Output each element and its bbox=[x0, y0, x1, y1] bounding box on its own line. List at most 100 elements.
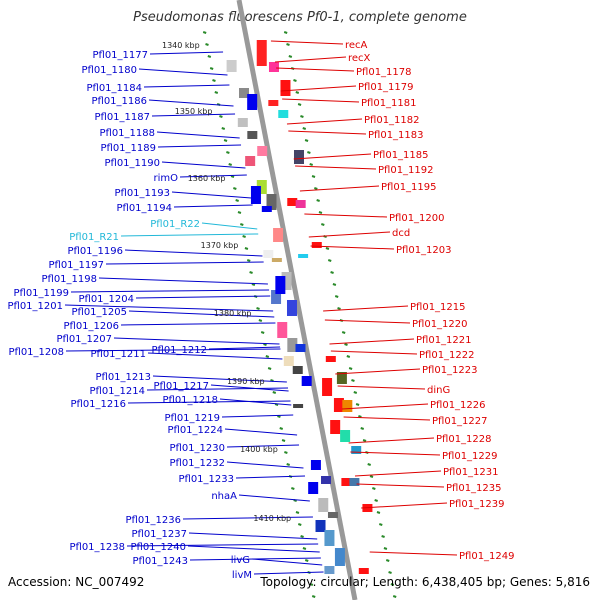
gene-feature-forward[interactable] bbox=[292, 366, 303, 374]
gene-label-right[interactable]: Pfl01_1203 bbox=[396, 245, 452, 256]
gene-label-right[interactable]: Pfl01_1229 bbox=[442, 451, 498, 462]
gene-feature-forward[interactable] bbox=[287, 338, 298, 352]
gene-feature-forward[interactable] bbox=[334, 548, 345, 566]
gene-feature-reverse[interactable] bbox=[268, 100, 279, 106]
gene-label-right[interactable]: Pfl01_1179 bbox=[358, 82, 414, 93]
gene-label-left[interactable]: Pfl01_1236 bbox=[125, 515, 181, 526]
gene-label-left[interactable]: Pfl01_1204 bbox=[78, 294, 134, 305]
gene-feature-reverse[interactable] bbox=[287, 198, 298, 206]
gene-label-left[interactable]: Pfl01_1233 bbox=[178, 474, 234, 485]
gene-label-left[interactable]: Pfl01_1217 bbox=[153, 381, 209, 392]
gene-feature-forward[interactable] bbox=[266, 194, 277, 210]
gene-feature-reverse[interactable] bbox=[311, 242, 322, 248]
gene-label-right[interactable]: Pfl01_1185 bbox=[373, 150, 429, 161]
gene-feature-reverse[interactable] bbox=[298, 254, 309, 258]
gene-label-left[interactable]: Pfl01_1232 bbox=[169, 458, 225, 469]
gene-feature-forward[interactable] bbox=[308, 482, 319, 494]
gene-label-right[interactable]: Pfl01_1215 bbox=[410, 302, 466, 313]
gene-label-left[interactable]: rimO bbox=[153, 173, 178, 184]
gene-feature-reverse[interactable] bbox=[325, 356, 336, 362]
gene-label-right[interactable]: Pfl01_1231 bbox=[443, 467, 499, 478]
gene-feature-forward[interactable] bbox=[301, 376, 312, 386]
gene-label-left[interactable]: Pfl01_1206 bbox=[63, 321, 119, 332]
gene-label-left[interactable]: livM bbox=[232, 570, 252, 581]
gene-feature-reverse[interactable] bbox=[293, 150, 304, 164]
gene-label-left[interactable]: Pfl01_1211 bbox=[90, 349, 146, 360]
gene-feature-reverse[interactable] bbox=[336, 372, 347, 384]
gene-feature-forward[interactable] bbox=[324, 530, 335, 546]
gene-feature-forward[interactable] bbox=[321, 476, 332, 484]
gene-label-right[interactable]: Pfl01_1220 bbox=[412, 319, 468, 330]
gene-feature-forward[interactable] bbox=[247, 131, 258, 139]
gene-label-left[interactable]: Pfl01_1201 bbox=[7, 301, 63, 312]
gene-label-left[interactable]: Pfl01_1188 bbox=[99, 128, 155, 139]
gene-label-left[interactable]: Pfl01_1238 bbox=[69, 542, 125, 553]
gene-feature-reverse[interactable] bbox=[358, 568, 369, 574]
gene-feature-forward[interactable] bbox=[310, 460, 321, 470]
gene-label-right[interactable]: Pfl01_1227 bbox=[432, 416, 488, 427]
gene-feature-reverse[interactable] bbox=[349, 478, 360, 486]
gene-label-right[interactable]: dinG bbox=[427, 385, 450, 396]
gene-label-right[interactable]: Pfl01_1195 bbox=[381, 182, 437, 193]
gene-label-left[interactable]: Pfl01_1189 bbox=[100, 143, 156, 154]
gene-label-right[interactable]: recA bbox=[345, 40, 368, 51]
gene-label-left[interactable]: Pfl01_1216 bbox=[70, 399, 126, 410]
gene-feature-reverse[interactable] bbox=[340, 430, 351, 442]
gene-feature-forward[interactable] bbox=[271, 290, 282, 304]
gene-feature-forward[interactable] bbox=[245, 156, 256, 166]
gene-feature-reverse[interactable] bbox=[342, 400, 353, 412]
gene-feature-forward[interactable] bbox=[226, 60, 237, 72]
gene-label-left[interactable]: nhaA bbox=[211, 491, 237, 502]
gene-feature-forward[interactable] bbox=[315, 520, 326, 532]
gene-label-left[interactable]: livG bbox=[231, 555, 250, 566]
gene-label-right[interactable]: Pfl01_1181 bbox=[361, 98, 417, 109]
gene-label-left[interactable]: Pfl01_1180 bbox=[81, 65, 137, 76]
gene-feature-forward[interactable] bbox=[286, 300, 297, 316]
gene-label-right[interactable]: Pfl01_1192 bbox=[378, 165, 434, 176]
gene-label-right[interactable]: Pfl01_1183 bbox=[368, 130, 424, 141]
gene-label-left[interactable]: Pfl01_1186 bbox=[91, 96, 147, 107]
gene-feature-forward[interactable] bbox=[256, 180, 267, 194]
gene-label-left[interactable]: Pfl01_R21 bbox=[69, 232, 119, 243]
gene-feature-forward[interactable] bbox=[273, 228, 284, 242]
gene-feature-forward[interactable] bbox=[263, 250, 274, 258]
gene-label-left[interactable]: Pfl01_1219 bbox=[164, 413, 220, 424]
gene-feature-reverse[interactable] bbox=[256, 40, 267, 66]
gene-label-right[interactable]: Pfl01_1226 bbox=[430, 400, 486, 411]
gene-label-right[interactable]: Pfl01_1182 bbox=[364, 115, 420, 126]
gene-label-left[interactable]: Pfl01_1243 bbox=[132, 556, 188, 567]
gene-label-right[interactable]: Pfl01_1223 bbox=[422, 365, 478, 376]
gene-label-right[interactable]: Pfl01_1228 bbox=[436, 434, 492, 445]
gene-feature-forward[interactable] bbox=[237, 118, 248, 127]
gene-label-left[interactable]: Pfl01_1177 bbox=[92, 50, 148, 61]
gene-label-right[interactable]: Pfl01_1239 bbox=[449, 499, 505, 510]
gene-label-right[interactable]: Pfl01_1200 bbox=[389, 213, 445, 224]
gene-feature-forward[interactable] bbox=[247, 94, 258, 110]
gene-label-left[interactable]: Pfl01_1190 bbox=[104, 158, 160, 169]
gene-label-left[interactable]: Pfl01_1240 bbox=[130, 542, 186, 553]
gene-label-right[interactable]: Pfl01_1235 bbox=[446, 483, 502, 494]
gene-label-left[interactable]: Pfl01_1230 bbox=[169, 443, 225, 454]
gene-label-left[interactable]: Pfl01_1213 bbox=[95, 372, 151, 383]
gene-label-left[interactable]: Pfl01_1187 bbox=[94, 112, 150, 123]
gene-label-right[interactable]: Pfl01_1249 bbox=[459, 551, 515, 562]
gene-label-left[interactable]: Pfl01_1199 bbox=[13, 288, 69, 299]
gene-label-left[interactable]: Pfl01_1207 bbox=[56, 334, 112, 345]
gene-label-left[interactable]: Pfl01_1224 bbox=[167, 425, 223, 436]
gene-feature-forward[interactable] bbox=[261, 206, 272, 212]
gene-feature-forward[interactable] bbox=[271, 258, 282, 262]
gene-feature-forward[interactable] bbox=[250, 186, 261, 204]
gene-feature-forward[interactable] bbox=[239, 88, 250, 98]
gene-label-left[interactable]: Pfl01_1198 bbox=[41, 274, 97, 285]
gene-feature-reverse[interactable] bbox=[330, 420, 341, 434]
gene-feature-reverse[interactable] bbox=[295, 200, 306, 208]
gene-feature-forward[interactable] bbox=[277, 322, 288, 338]
gene-feature-forward[interactable] bbox=[281, 272, 292, 290]
gene-label-right[interactable]: recX bbox=[348, 53, 371, 64]
gene-label-left[interactable]: Pfl01_1237 bbox=[131, 529, 187, 540]
gene-label-left[interactable]: Pfl01_1197 bbox=[48, 260, 104, 271]
gene-feature-reverse[interactable] bbox=[333, 398, 344, 412]
gene-label-left[interactable]: Pfl01_1212 bbox=[151, 345, 207, 356]
gene-feature-reverse[interactable] bbox=[322, 378, 333, 396]
gene-label-right[interactable]: Pfl01_1222 bbox=[419, 350, 475, 361]
